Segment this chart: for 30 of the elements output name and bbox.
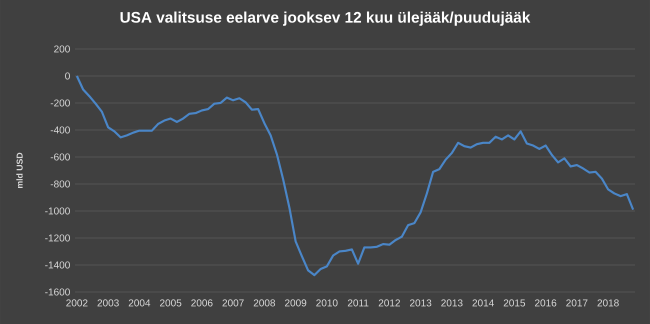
y-tick-label: -1000 (45, 207, 70, 215)
x-tick-label: 2003 (98, 299, 119, 306)
y-tick-label: -200 (50, 99, 70, 107)
y-tick-label: -1200 (45, 234, 70, 242)
y-tick-label: -600 (50, 153, 70, 161)
x-tick-label: 2007 (222, 299, 244, 306)
x-tick-label: 2005 (160, 299, 182, 306)
x-tick-label: 2015 (504, 299, 526, 306)
x-tick-label: 2018 (598, 299, 619, 306)
chart-title: USA valitsuse eelarve jooksev 12 kuu ülejääk/puudujääk (120, 12, 530, 26)
x-tick-label: 2008 (254, 299, 276, 306)
x-tick-label: 2002 (66, 299, 88, 306)
x-tick-label: 2013 (410, 299, 432, 306)
y-tick-label: -800 (50, 180, 70, 188)
x-tick-label: 2011 (348, 299, 368, 306)
x-tick-label: 2006 (191, 299, 213, 306)
y-tick-label: 0 (65, 72, 70, 80)
x-tick-label: 2004 (128, 299, 150, 306)
x-tick-label: 2017 (566, 299, 588, 306)
x-tick-label: 2016 (535, 299, 556, 306)
y-tick-label: 200 (54, 45, 70, 53)
x-tick-label: 2012 (378, 299, 400, 306)
y-tick-label: -400 (50, 126, 70, 134)
x-tick-label: 2014 (472, 299, 494, 306)
x-tick-label: 2013 (441, 299, 463, 306)
y-axis-title: mld USD (16, 152, 23, 188)
y-tick-label: -1400 (45, 261, 70, 269)
x-tick-label: 2009 (285, 299, 306, 306)
x-tick-label: 2010 (316, 299, 338, 306)
y-tick-label: -1600 (45, 288, 70, 296)
